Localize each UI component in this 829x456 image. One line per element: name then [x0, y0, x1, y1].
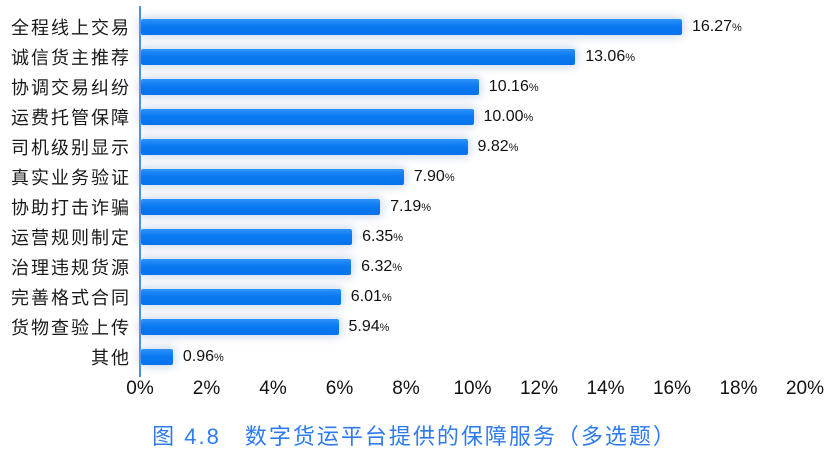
category-label: 真实业务验证 [11, 168, 131, 188]
bar [141, 259, 352, 275]
bar [141, 19, 682, 35]
bar [141, 139, 468, 155]
category-label: 全程线上交易 [11, 18, 131, 38]
category-label: 其他 [91, 348, 131, 368]
percent-sign: % [379, 322, 390, 334]
value-label: 0.96% [183, 348, 224, 366]
x-tick-label: 6% [325, 378, 354, 399]
category-label: 运营规则制定 [11, 228, 131, 248]
bar-row: 运营规则制定 6.35% [0, 222, 829, 252]
bar-row: 协调交易纠纷 10.16% [0, 72, 829, 102]
percent-sign: % [392, 262, 403, 274]
category-label: 运费托管保障 [11, 108, 131, 128]
percent-sign: % [421, 202, 432, 214]
percent-sign: % [508, 142, 519, 154]
bar-row: 货物查验上传 5.94% [0, 312, 829, 342]
percent-sign: % [214, 352, 224, 364]
bar [141, 349, 173, 365]
value-label: 7.90% [414, 168, 455, 186]
bar [141, 199, 381, 215]
value-number: 6.35 [362, 228, 394, 245]
bar-row: 协助打击诈骗 7.19% [0, 192, 829, 222]
percent-sign: % [625, 52, 636, 64]
value-label: 16.27% [692, 18, 742, 36]
percent-sign: % [393, 232, 404, 244]
bar-row: 诚信货主推荐 13.06% [0, 42, 829, 72]
bar-row: 其他 0.96% [0, 342, 829, 372]
value-label: 5.94% [349, 318, 390, 336]
bar [141, 49, 576, 65]
bar-row: 完善格式合同 6.01% [0, 282, 829, 312]
percent-sign: % [444, 172, 455, 184]
x-tick-label: 4% [259, 378, 287, 399]
value-label: 7.19% [390, 198, 431, 216]
value-number: 0.96 [182, 348, 215, 365]
percent-sign: % [528, 82, 539, 94]
value-number: 16.27 [692, 18, 733, 35]
value-number: 5.94 [348, 318, 380, 335]
x-tick-label: 10% [453, 378, 492, 399]
category-label: 诚信货主推荐 [11, 48, 131, 68]
value-number: 10.16 [488, 78, 529, 95]
x-tick-label: 8% [392, 378, 420, 399]
bar-row: 治理违规货源 6.32% [0, 252, 829, 282]
value-number: 7.19 [390, 198, 422, 215]
value-label: 6.35% [362, 228, 403, 246]
category-label: 司机级别显示 [11, 138, 131, 158]
percent-sign: % [381, 292, 392, 304]
bar [141, 109, 474, 125]
x-tick-label: 20% [785, 378, 825, 399]
value-label: 10.16% [489, 78, 539, 96]
bar [141, 229, 353, 245]
value-label: 6.01% [351, 288, 392, 306]
bar [141, 169, 404, 185]
x-tick-label: 2% [192, 378, 221, 399]
value-label: 13.06% [585, 48, 635, 66]
value-label: 10.00% [484, 108, 534, 126]
bar-rows: 全程线上交易 16.27% 诚信货主推荐 13.06% 协调交易纠纷 10.16% 运费托管… [0, 12, 829, 372]
percent-sign: % [732, 22, 742, 34]
x-tick-label: 12% [519, 378, 559, 399]
percent-sign: % [523, 112, 534, 124]
chart-caption: 图 4.8 数字货运平台提供的保障服务（多选题） [152, 424, 677, 449]
bar [141, 289, 341, 305]
x-axis-tick-labels: 0% 2% 4% 6% 8% 10% 12% 14% 16% 18% 20% [0, 378, 829, 402]
bar [141, 79, 479, 95]
value-number: 13.06 [585, 48, 626, 65]
value-number: 6.32 [361, 258, 393, 275]
value-number: 10.00 [483, 108, 524, 125]
bar-row: 真实业务验证 7.90% [0, 162, 829, 192]
category-label: 完善格式合同 [11, 288, 131, 308]
x-tick-label: 18% [719, 378, 758, 399]
bar-row: 司机级别显示 9.82% [0, 132, 829, 162]
bar-row: 运费托管保障 10.00% [0, 102, 829, 132]
x-tick-label: 14% [586, 378, 625, 399]
value-number: 7.90 [413, 168, 445, 185]
bar [141, 319, 339, 335]
value-number: 6.01 [350, 288, 382, 305]
category-label: 治理违规货源 [11, 258, 131, 278]
category-label: 协助打击诈骗 [11, 198, 131, 218]
value-label: 9.82% [478, 138, 519, 156]
category-label: 货物查验上传 [11, 318, 131, 338]
x-tick-label: 16% [652, 378, 692, 399]
bar-row: 全程线上交易 16.27% [0, 12, 829, 42]
value-number: 9.82 [477, 138, 509, 155]
value-label: 6.32% [361, 258, 402, 276]
x-tick-label: 0% [126, 378, 154, 399]
y-axis-line [139, 6, 141, 377]
category-label: 协调交易纠纷 [11, 78, 131, 98]
